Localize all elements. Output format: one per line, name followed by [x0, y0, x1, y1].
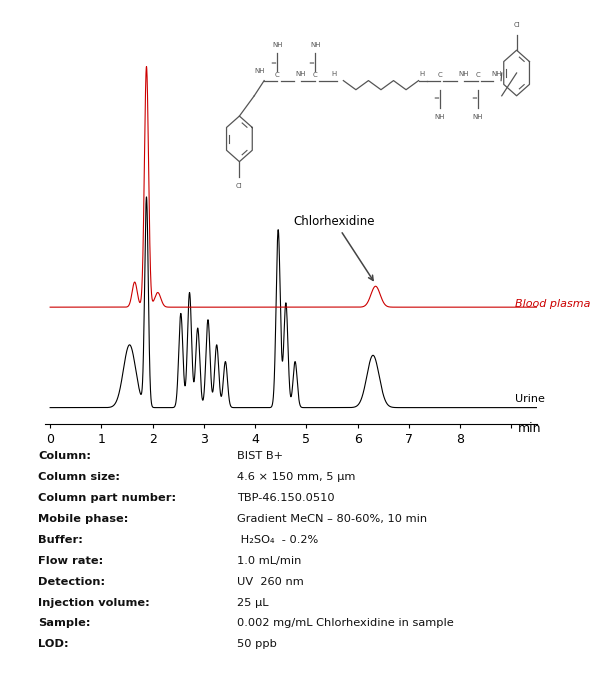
Text: BIST B+: BIST B+ [237, 451, 283, 461]
Text: Flow rate:: Flow rate: [38, 555, 103, 566]
Text: Chlorhexidine: Chlorhexidine [294, 215, 376, 280]
Text: H: H [332, 70, 337, 77]
Text: NH: NH [458, 70, 469, 77]
Text: Detection:: Detection: [38, 577, 105, 586]
Text: Column size:: Column size: [38, 472, 120, 482]
Text: 25 μL: 25 μL [237, 598, 269, 607]
Text: NH: NH [473, 114, 483, 119]
Text: =: = [271, 60, 277, 66]
Text: =: = [471, 95, 477, 101]
Text: Mobile phase:: Mobile phase: [38, 514, 128, 524]
Text: Sample:: Sample: [38, 618, 91, 629]
Text: NH: NH [310, 41, 320, 48]
Text: =: = [433, 95, 439, 101]
Text: 50 ppb: 50 ppb [237, 640, 277, 649]
Text: 4.6 × 150 mm, 5 μm: 4.6 × 150 mm, 5 μm [237, 472, 356, 482]
Text: NH: NH [254, 68, 265, 74]
Text: NH: NH [296, 70, 306, 77]
Text: 1.0 mL/min: 1.0 mL/min [237, 555, 302, 566]
Text: NH: NH [491, 70, 502, 77]
Text: Blood plasma: Blood plasma [515, 299, 591, 309]
Text: UV  260 nm: UV 260 nm [237, 577, 304, 586]
Text: C: C [275, 72, 280, 78]
Text: TBP-46.150.0510: TBP-46.150.0510 [237, 493, 335, 503]
Text: min: min [518, 422, 541, 435]
Text: Gradient MeCN – 80-60%, 10 min: Gradient MeCN – 80-60%, 10 min [237, 514, 427, 524]
Text: C: C [313, 72, 317, 78]
Text: H: H [419, 70, 425, 77]
Text: H₂SO₄  - 0.2%: H₂SO₄ - 0.2% [237, 535, 319, 544]
Text: Column:: Column: [38, 451, 91, 461]
Text: Column part number:: Column part number: [38, 493, 176, 503]
Text: =: = [308, 60, 314, 66]
Text: Cl: Cl [236, 184, 243, 190]
Text: Urine: Urine [515, 394, 545, 404]
Text: NH: NH [272, 41, 283, 48]
Text: NH: NH [435, 114, 445, 119]
Text: C: C [476, 72, 481, 78]
Text: C: C [437, 72, 442, 78]
Text: LOD:: LOD: [38, 640, 68, 649]
Text: Injection volume:: Injection volume: [38, 598, 150, 607]
Text: 0.002 mg/mL Chlorhexidine in sample: 0.002 mg/mL Chlorhexidine in sample [237, 618, 454, 629]
Text: Buffer:: Buffer: [38, 535, 83, 544]
Text: Cl: Cl [513, 22, 520, 28]
